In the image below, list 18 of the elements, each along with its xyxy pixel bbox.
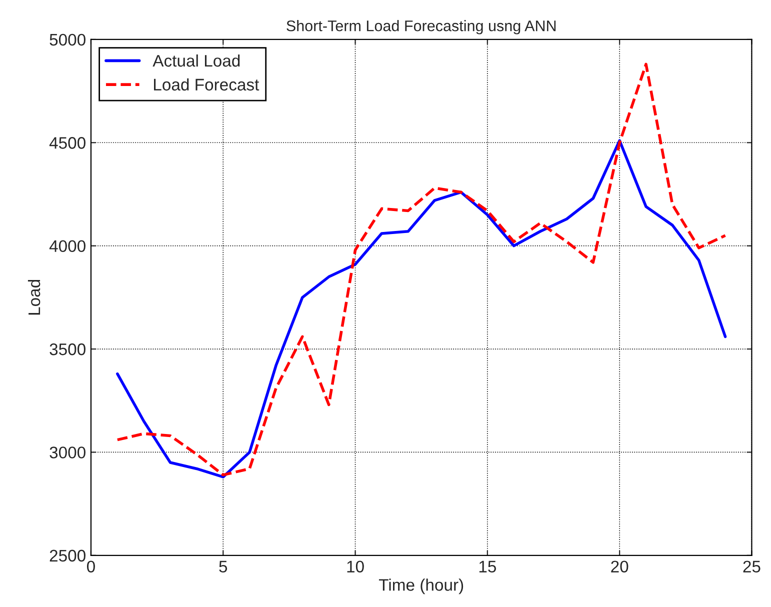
y-tick-label: 3500: [50, 343, 86, 356]
x-tick-label: 20: [611, 560, 628, 573]
y-tick-label: 4500: [49, 137, 86, 149]
legend-label: Load Forecast: [154, 78, 260, 91]
y-tick-label: 2500: [50, 550, 86, 562]
y-tick-label: 3000: [50, 446, 86, 458]
y-tick-label: 4000: [49, 240, 86, 252]
x-tick-label: 15: [479, 560, 496, 573]
x-axis-title: Time (hour): [378, 578, 464, 594]
y-tick-label: 5000: [50, 34, 86, 46]
x-tick-label: 0: [86, 560, 95, 573]
chart-title: Short-Term Load Forecasting usng ANN: [286, 20, 556, 34]
x-tick-label: 5: [219, 560, 228, 573]
legend-label: Actual Load: [152, 54, 240, 67]
x-tick-label: 10: [347, 560, 364, 573]
x-tick-label: 25: [743, 560, 760, 573]
y-axis-title: Load: [28, 280, 40, 315]
line-series: [116, 139, 727, 478]
